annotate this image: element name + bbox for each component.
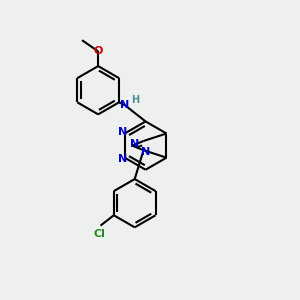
Text: N: N	[118, 154, 127, 164]
Text: N: N	[130, 139, 139, 149]
Text: H: H	[131, 95, 139, 105]
Text: N: N	[118, 127, 127, 137]
Text: N: N	[120, 100, 130, 110]
Text: N: N	[141, 147, 151, 157]
Text: Cl: Cl	[93, 229, 105, 238]
Text: O: O	[94, 46, 103, 56]
